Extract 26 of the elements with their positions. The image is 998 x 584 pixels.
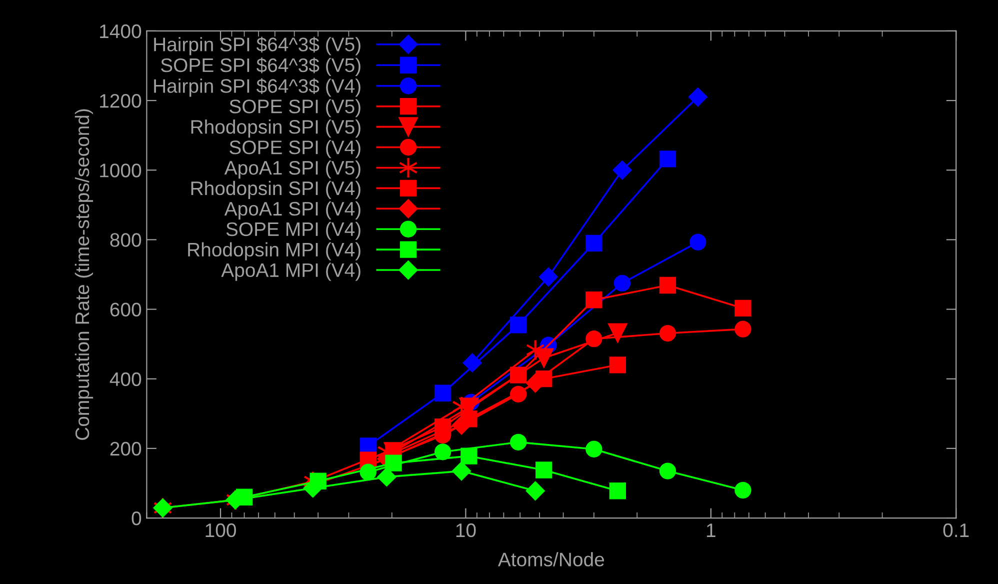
y-tick-label: 600 [110, 302, 142, 317]
x-tick-label: 0.1 [943, 523, 969, 538]
y-tick-label: 0 [132, 511, 142, 526]
legend-label: ApoA1 MPI (V4) [221, 262, 360, 281]
y-tick-label: 1000 [100, 164, 142, 178]
x-tick-label: 1 [706, 524, 716, 537]
y-axis-title: Computation Rate (time-steps/second) [74, 109, 94, 440]
y-tick-label: 1400 [100, 24, 142, 38]
y-tick-label: 800 [110, 233, 142, 247]
legend-label: Rhodopsin SPI (V5) [191, 120, 360, 138]
legend-label: SOPE SPI $64^3$ (V5) [160, 58, 360, 76]
x-tick-label: 10 [456, 523, 476, 538]
legend-label: Hairpin SPI $64^3$ (V5) [154, 36, 360, 56]
x-tick-label: 100 [206, 523, 236, 538]
legend-label: Rhodopsin SPI (V4) [191, 180, 360, 200]
y-tick-label: 400 [110, 372, 142, 386]
y-tick-label: 1200 [100, 94, 142, 108]
legend-label: SOPE SPI (V5) [230, 99, 360, 118]
x-axis-title: Atoms/Node [498, 552, 604, 566]
legend-label: ApoA1 SPI (V5) [224, 160, 360, 179]
legend-label: SOPE MPI (V4) [226, 222, 360, 240]
legend-label: Hairpin SPI $64^3$ (V4) [154, 78, 360, 97]
legend-label: Rhodopsin MPI (V4) [188, 242, 360, 260]
y-tick-label: 200 [110, 442, 142, 456]
legend-label: SOPE SPI (V4) [230, 140, 360, 158]
legend-label: ApoA1 SPI (V4) [224, 201, 360, 220]
